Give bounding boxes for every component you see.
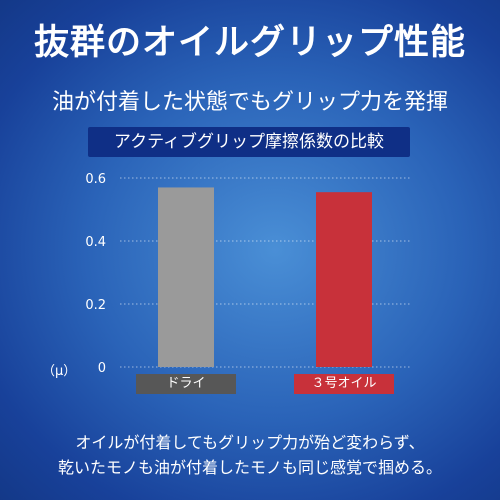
- bar-oil: [316, 192, 372, 367]
- bar-chart: 0 0.2 0.4 0.6: [85, 172, 410, 375]
- subheadline: 油が付着した状態でもグリップ力を発揮: [51, 90, 448, 115]
- chart-title: アクティブグリップ摩擦係数の比較: [88, 127, 410, 157]
- bar-dry: [158, 187, 214, 367]
- caption-line-2: 乾いたモノも油が付着したモノも同じ感覚で掴める。: [57, 458, 442, 477]
- y-tick-label: 0.6: [85, 172, 106, 187]
- y-tick-label: 0: [98, 361, 106, 375]
- caption-line-1: オイルが付着してもグリップ力が殆ど変わらず、: [75, 433, 425, 452]
- y-tick-label: 0.2: [85, 298, 106, 313]
- category-label-oil: ３号オイル: [294, 374, 394, 394]
- category-label-dry: ドライ: [136, 374, 236, 394]
- y-tick-label: 0.4: [85, 235, 106, 250]
- headline: 抜群のオイルグリップ性能: [33, 23, 466, 63]
- caption: オイルが付着してもグリップ力が殆ど変わらず、 乾いたモノも油が付着したモノも同じ…: [0, 430, 500, 480]
- y-axis-unit-label: （μ）: [42, 364, 77, 379]
